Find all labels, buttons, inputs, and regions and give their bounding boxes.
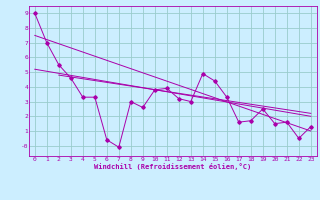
X-axis label: Windchill (Refroidissement éolien,°C): Windchill (Refroidissement éolien,°C) — [94, 163, 252, 170]
